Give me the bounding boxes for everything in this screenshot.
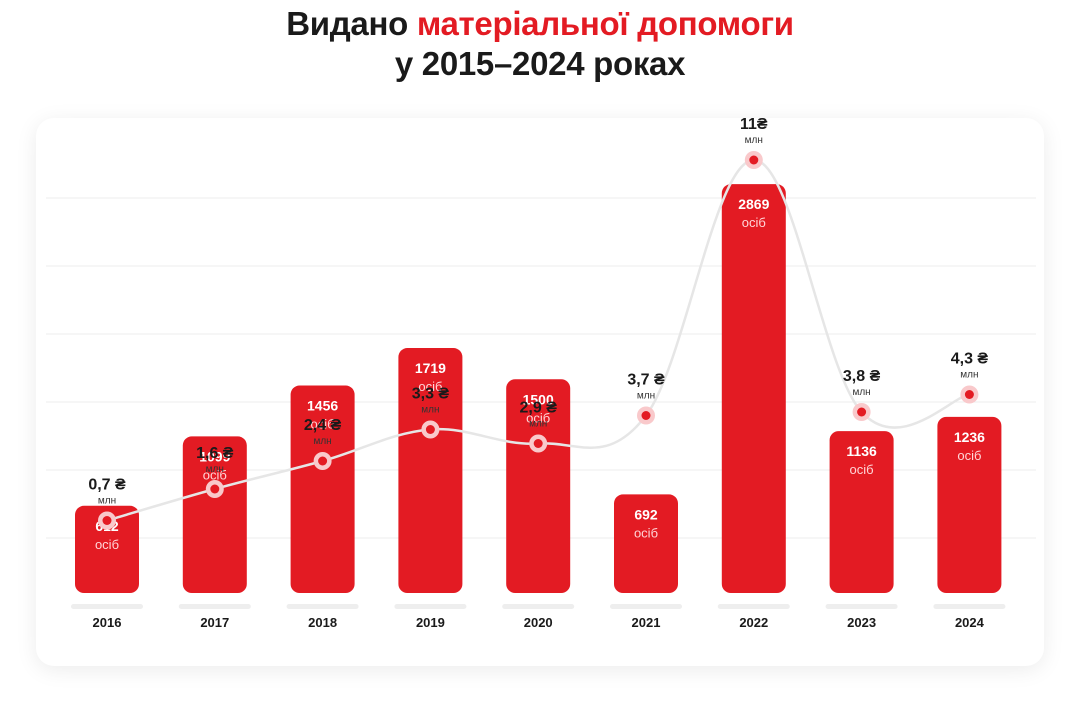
bar [829, 431, 894, 593]
money-unit-label: млн [852, 387, 870, 398]
category-base [933, 604, 1006, 609]
category-base [610, 604, 682, 609]
bar [614, 494, 678, 593]
bar-unit-label: осіб [742, 215, 766, 230]
money-value-label: 3,8 ₴ [843, 368, 881, 385]
money-series-line [106, 158, 970, 522]
category-base [825, 604, 898, 609]
money-value-label: 1,6 ₴ [196, 445, 234, 462]
bar-unit-label: осіб [526, 410, 550, 425]
bar-unit-label: осіб [418, 379, 442, 394]
money-value-label: 2,9 ₴ [520, 400, 558, 417]
x-tick-label: 2017 [200, 615, 229, 630]
money-point [641, 411, 651, 420]
money-point [857, 407, 867, 417]
money-unit-label: млн [960, 370, 978, 381]
bar-unit-label: осіб [311, 417, 335, 432]
title-line-2: у 2015–2024 роках [394, 45, 686, 82]
money-value-label: 2,4 ₴ [304, 417, 342, 434]
money-value-label: 11₴ [740, 116, 768, 133]
category-base [717, 604, 790, 609]
money-point [102, 516, 112, 525]
bar-value-label: 1099 [199, 448, 230, 464]
bar-value-label: 1136 [846, 443, 877, 459]
x-tick-label: 2021 [632, 615, 661, 630]
bar-unit-label: осіб [957, 448, 981, 463]
category-base [71, 604, 143, 609]
x-tick-label: 2016 [93, 615, 122, 630]
x-tick-label: 2024 [955, 615, 985, 630]
money-unit-label: млн [98, 496, 116, 507]
bar-value-label: 692 [634, 506, 658, 522]
money-point [425, 425, 435, 434]
bar [398, 348, 463, 593]
bar [506, 379, 571, 593]
bar-unit-label: осіб [203, 467, 227, 482]
bar [721, 184, 786, 594]
category-base [394, 604, 467, 609]
chart-title: Видано матеріальної допомоги у 2015–2024… [0, 4, 1080, 84]
money-point [318, 456, 328, 466]
bar-value-label: 2869 [738, 196, 769, 212]
bar-unit-label: осіб [634, 525, 658, 540]
money-point [749, 155, 759, 165]
title-line-1: Видано матеріальної допомоги [0, 4, 1080, 44]
x-tick-label: 2018 [308, 615, 337, 630]
money-unit-label: млн [206, 464, 224, 475]
money-unit-label: млн [421, 405, 439, 416]
bar-value-label: 1236 [954, 429, 985, 445]
bar-unit-label: осіб [850, 462, 874, 477]
bar [182, 436, 247, 593]
category-base [178, 604, 251, 609]
money-unit-label: млн [637, 391, 655, 402]
bar-value-label: 1719 [415, 360, 446, 376]
money-value-label: 3,7 ₴ [627, 372, 665, 389]
money-unit-label: млн [745, 135, 763, 146]
money-value-label: 0,7 ₴ [88, 477, 126, 494]
category-base [286, 604, 359, 609]
money-point [964, 390, 974, 399]
money-point [210, 484, 220, 494]
bar-value-label: 1500 [523, 391, 554, 407]
category-base [502, 604, 575, 609]
x-tick-label: 2019 [416, 615, 445, 630]
bar [75, 505, 139, 593]
money-unit-label: млн [313, 436, 331, 447]
x-tick-label: 2022 [739, 615, 768, 630]
x-tick-label: 2020 [524, 615, 553, 630]
title-accent: матеріальної допомоги [416, 5, 794, 42]
bar [290, 385, 355, 593]
money-value-label: 4,3 ₴ [951, 351, 989, 368]
money-point [533, 439, 543, 448]
title-part-1: Видано [286, 5, 417, 42]
x-tick-label: 2023 [847, 615, 876, 630]
bar-value-label: 1456 [307, 398, 338, 414]
money-unit-label: млн [529, 419, 547, 430]
bar-unit-label: осіб [95, 537, 119, 552]
bar [937, 416, 1002, 593]
money-value-label: 3,3 ₴ [412, 386, 450, 403]
